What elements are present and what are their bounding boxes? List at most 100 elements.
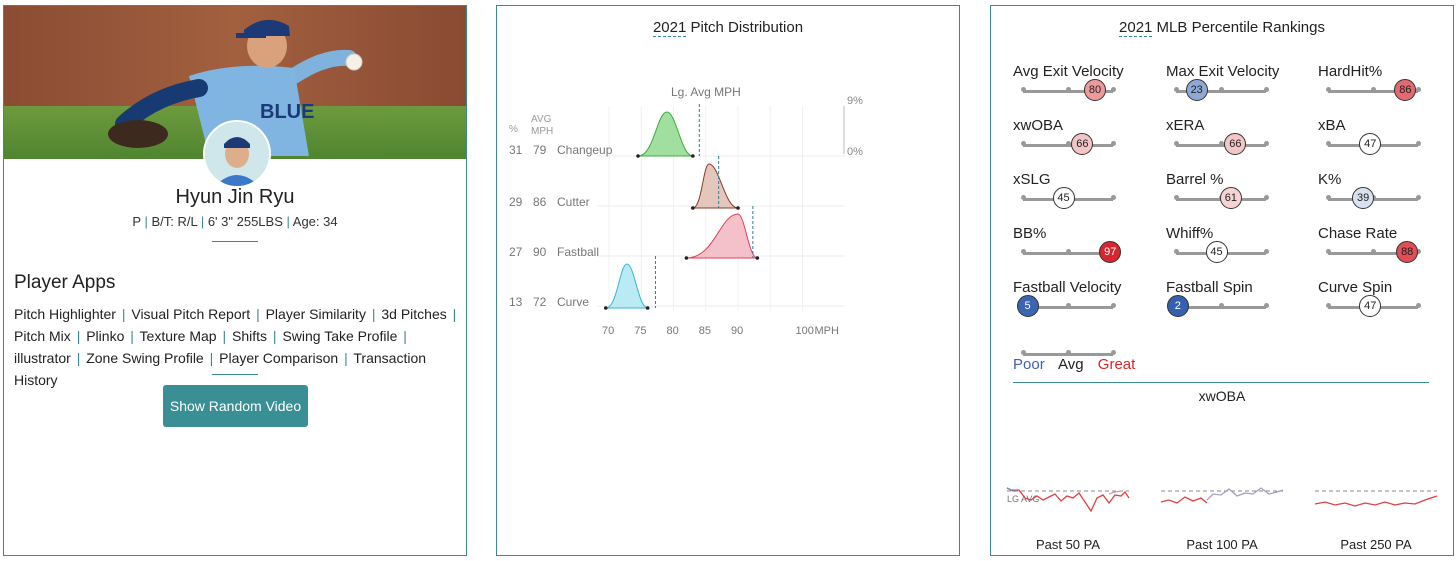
metric-slider-tick	[1066, 141, 1071, 146]
metric-slider-tick	[1371, 87, 1376, 92]
player-name: Hyun Jin Ryu	[175, 186, 295, 208]
percentile-metric[interactable]: xBA 47	[1318, 117, 1453, 167]
metric-slider-tick	[1111, 87, 1116, 92]
percentile-rankings-panel: 2021 MLB Percentile Rankings Avg Exit Ve…	[990, 5, 1454, 556]
metric-percentile-dot: 23	[1185, 79, 1208, 101]
app-separator: |	[222, 328, 227, 344]
percentile-metric[interactable]: K% 39	[1318, 171, 1453, 221]
metric-label: Fastball Velocity	[1013, 279, 1122, 296]
metric-label: Whiff%	[1166, 225, 1214, 242]
x-tick-label: 100	[796, 325, 814, 337]
app-link[interactable]: Player Similarity	[265, 306, 366, 322]
pitch-distribution-year-link[interactable]: 2021	[652, 19, 687, 37]
metric-slider-tick	[1264, 195, 1269, 200]
app-link[interactable]: Zone Swing Profile	[86, 350, 204, 366]
player-apps-title: Player Apps	[14, 272, 116, 293]
app-separator: |	[256, 306, 260, 322]
app-link[interactable]: Texture Map	[139, 328, 217, 344]
lg-avg-label: LG AVG	[1007, 494, 1039, 504]
percentile-metric[interactable]: Whiff% 45	[1166, 225, 1316, 275]
window-past-250: Past 250 PA	[1340, 537, 1412, 552]
metric-label: Max Exit Velocity	[1166, 63, 1280, 80]
metric-label: Barrel %	[1166, 171, 1224, 188]
player-card: BLUE Hyun Jin Ryu P | B/T: R/L | 6' 3" 2…	[3, 5, 467, 556]
pitch-density-curve	[605, 263, 648, 309]
window-past-50: Past 50 PA	[1035, 537, 1101, 552]
app-link[interactable]: Player Comparison	[219, 350, 339, 366]
metric-label: BB%	[1013, 225, 1047, 242]
x-tick-label: 70	[602, 325, 614, 337]
metric-percentile-dot: 45	[1052, 187, 1075, 209]
app-link[interactable]: Visual Pitch Report	[131, 306, 251, 322]
app-link[interactable]: Swing Take Profile	[282, 328, 398, 344]
metric-label: Avg Exit Velocity	[1013, 63, 1124, 80]
metric-percentile-dot: 88	[1396, 241, 1419, 263]
x-unit-label: MPH	[815, 325, 840, 337]
col-mph-label: MPH	[531, 126, 553, 137]
pitch-pct: 27	[509, 245, 523, 259]
x-tick-label: 75	[634, 325, 646, 337]
metric-slider-tick	[1219, 303, 1224, 308]
app-separator: |	[76, 350, 81, 366]
pitch-name: Cutter	[557, 195, 590, 209]
metric-percentile-dot: 66	[1071, 133, 1094, 155]
app-link[interactable]: Pitch Mix	[14, 328, 71, 344]
app-link[interactable]: illustrator	[14, 350, 71, 366]
percentile-metric[interactable]: Barrel % 61	[1166, 171, 1316, 221]
pitch-pct: 13	[509, 295, 523, 309]
metric-slider-tick	[1264, 87, 1269, 92]
legend-slider	[1013, 326, 1163, 376]
divider	[212, 241, 258, 242]
pitch-density-curve	[637, 111, 694, 157]
metric-label: xSLG	[1013, 171, 1051, 188]
percentile-year-link[interactable]: 2021	[1119, 19, 1153, 37]
metric-slider-tick	[1174, 195, 1179, 200]
percentile-metric[interactable]: HardHit% 86	[1318, 63, 1453, 113]
app-separator: |	[344, 350, 348, 366]
metric-slider-tick	[1416, 87, 1421, 92]
player-meta: P | B/T: R/L | 6' 3" 255LBS | Age: 34	[132, 214, 338, 229]
percentile-metric[interactable]: Chase Rate 88	[1318, 225, 1453, 275]
percentile-metric[interactable]: Avg Exit Velocity 80	[1013, 63, 1163, 113]
metric-slider-tick	[1174, 87, 1179, 92]
app-separator: |	[130, 328, 134, 344]
pitch-distribution-panel: 2021 Pitch Distribution Lg. Avg MPH% AVG M…	[496, 5, 960, 556]
percentile-metric[interactable]: xERA 66	[1166, 117, 1316, 167]
player-avatar	[203, 120, 271, 188]
app-separator: |	[371, 306, 376, 322]
svg-text:BLUE: BLUE	[260, 101, 314, 123]
pitch-name: Fastball	[557, 245, 599, 259]
pitch-avg-mph: 86	[533, 195, 547, 209]
metric-label: Fastball Spin	[1166, 279, 1253, 296]
pitch-max-dot	[736, 206, 740, 210]
app-link[interactable]: Plinko	[86, 328, 125, 344]
metric-percentile-dot: 5	[1016, 295, 1039, 317]
pitch-min-dot	[636, 154, 640, 158]
metric-percentile-dot: 47	[1359, 295, 1382, 317]
metric-percentile-dot: 39	[1352, 187, 1375, 209]
percentile-metric[interactable]: xSLG 45	[1013, 171, 1163, 221]
metric-percentile-dot: 80	[1084, 79, 1106, 101]
metric-slider-tick	[1219, 141, 1224, 146]
percentile-metric[interactable]: Fastball Spin 2	[1166, 279, 1316, 329]
pitch-max-dot	[691, 154, 695, 158]
player-height-weight: 6' 3" 255LBS	[207, 214, 283, 229]
scale-bottom-label: 0%	[847, 146, 863, 158]
pitch-distribution-title: 2021 Pitch Distribution	[652, 19, 804, 37]
percentile-metric[interactable]: xwOBA 66	[1013, 117, 1163, 167]
metric-label: xwOBA	[1013, 117, 1064, 134]
metric-percentile-dot: 47	[1359, 133, 1382, 155]
percentile-metric[interactable]: Fastball Velocity 5	[1013, 279, 1163, 329]
xwoba-rolling-charts: LG AVG	[1006, 487, 1438, 513]
show-random-video-button[interactable]: Show Random Video	[163, 385, 308, 427]
app-link[interactable]: Pitch Highlighter	[14, 306, 116, 322]
percentile-metric[interactable]: Max Exit Velocity 23	[1166, 63, 1316, 113]
app-link[interactable]: Transaction History	[14, 350, 427, 388]
metric-label: xERA	[1166, 117, 1205, 134]
percentile-metric[interactable]: Curve Spin 47	[1318, 279, 1453, 329]
percentile-metric[interactable]: BB% 97	[1013, 225, 1163, 275]
metric-percentile-dot: 2	[1166, 295, 1189, 317]
app-link[interactable]: 3d Pitches	[381, 306, 447, 322]
app-link[interactable]: Shifts	[232, 328, 268, 344]
